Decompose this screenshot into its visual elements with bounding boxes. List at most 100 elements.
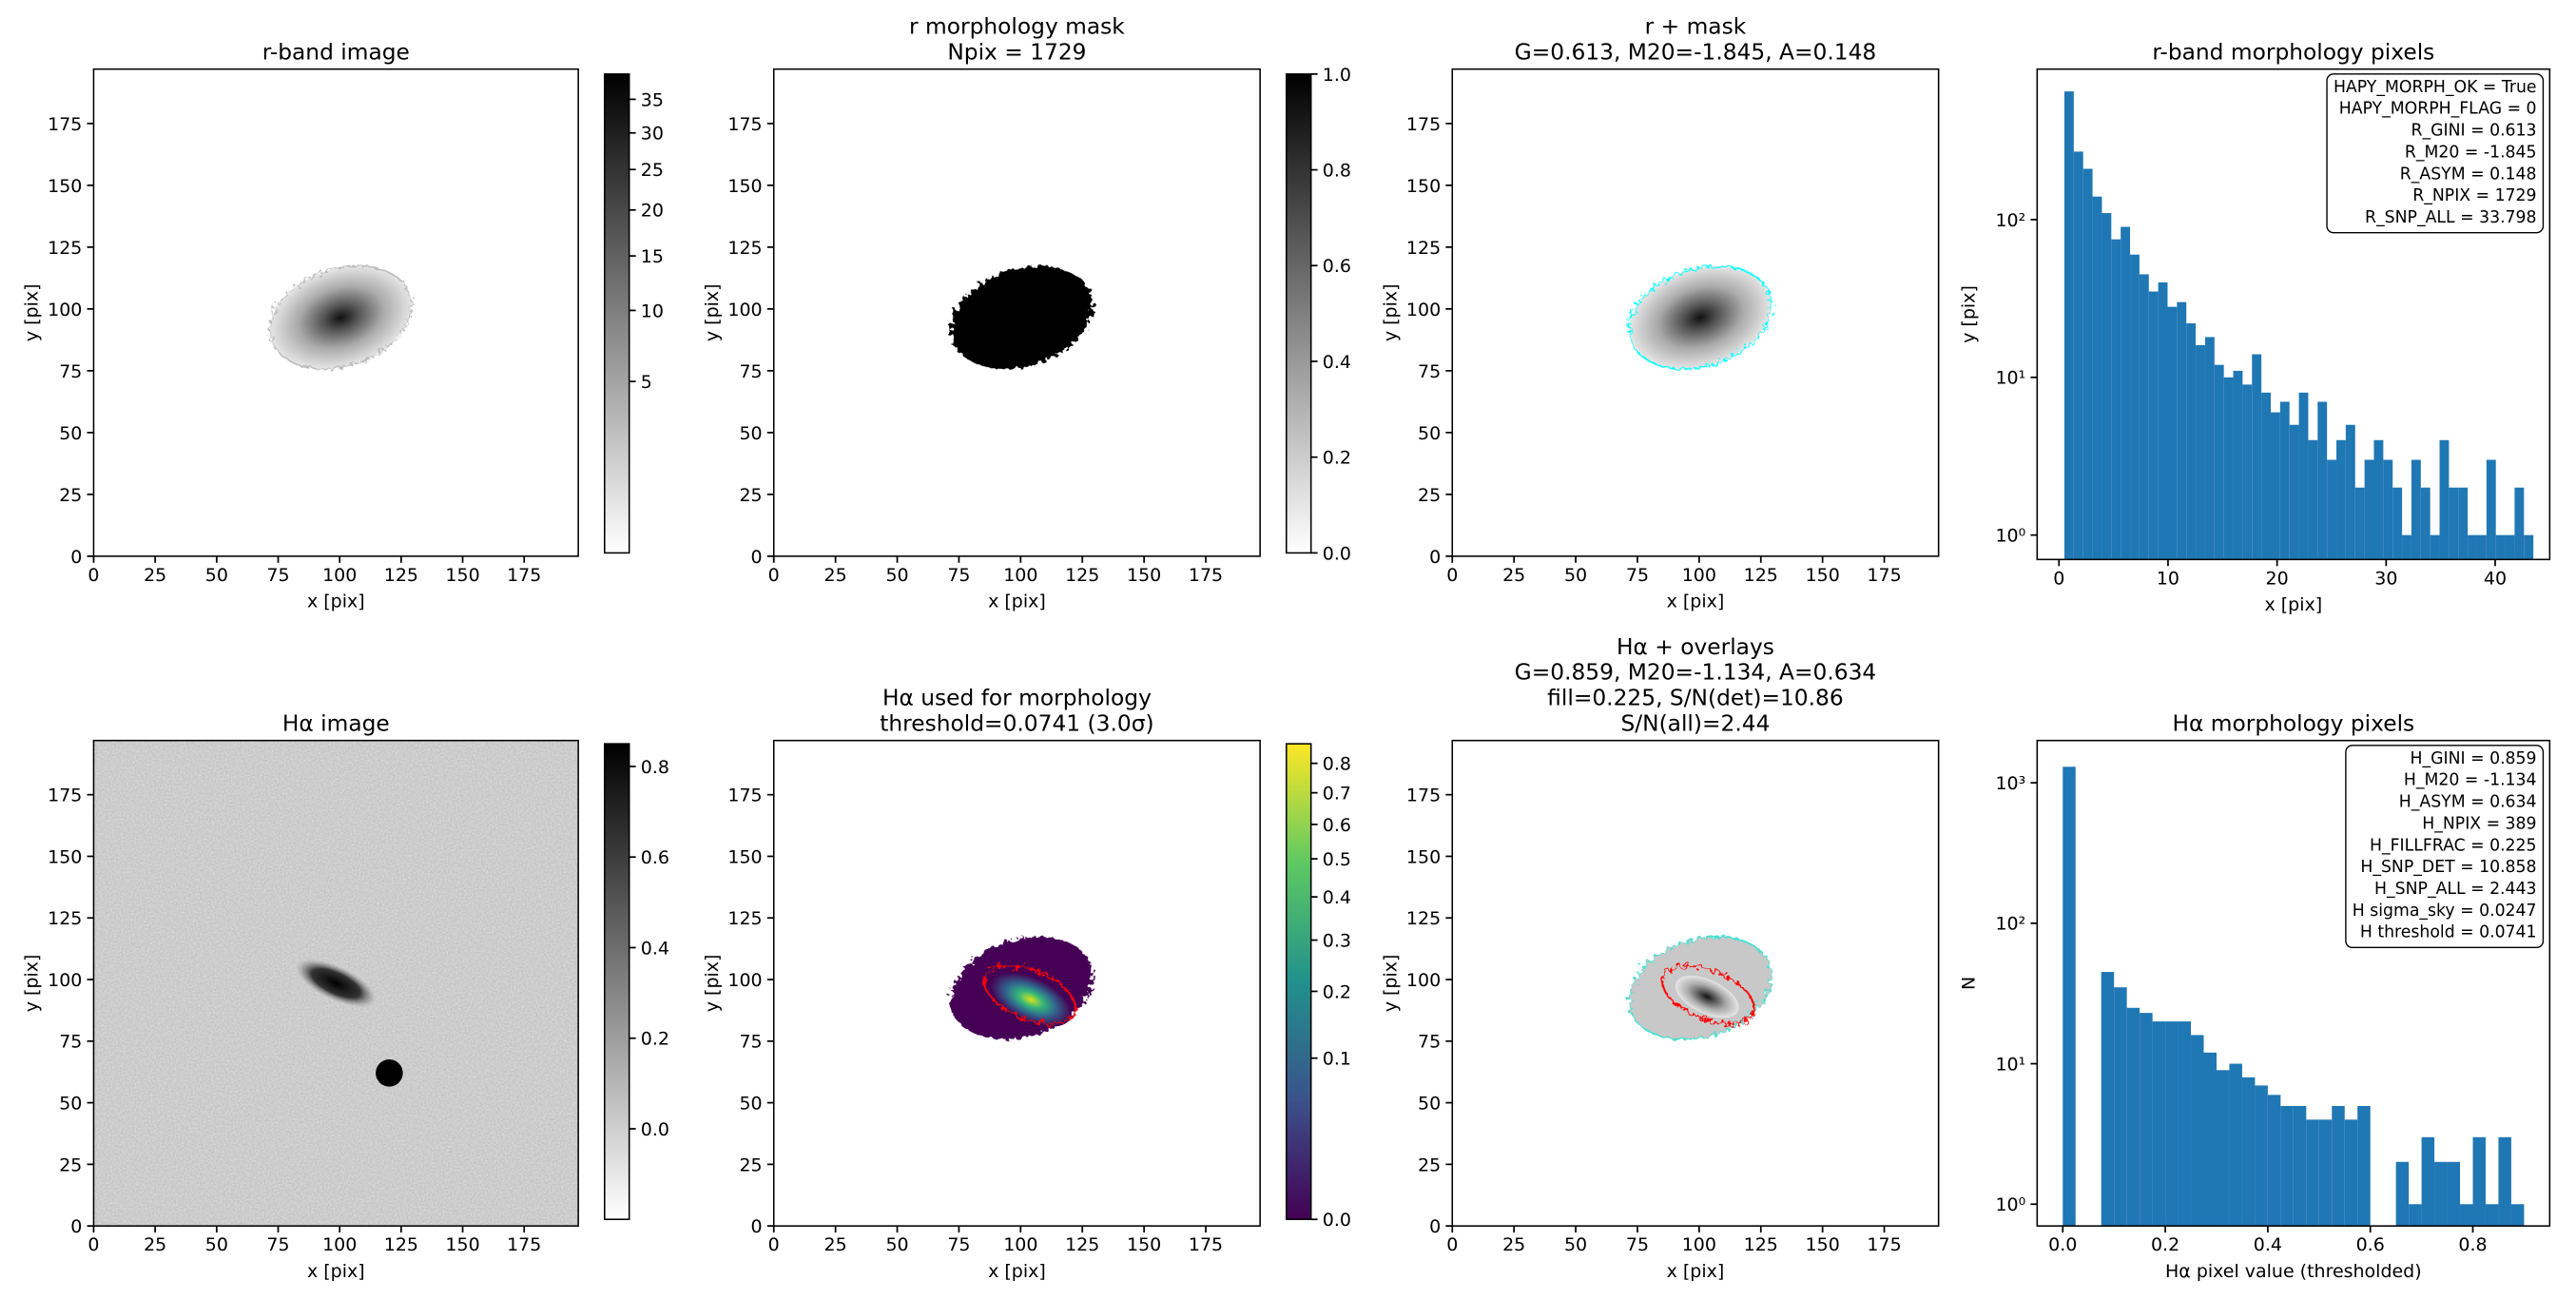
annotation-line: H_NPIX = 389	[2422, 814, 2536, 833]
chart-title: G=0.859, M20=-1.134, A=0.634	[1515, 659, 1877, 686]
x-tick-label: 75	[947, 565, 970, 586]
colorbar-tick-label: 0.7	[1323, 784, 1351, 805]
colorbar-tick-label: 0.4	[641, 938, 669, 959]
annotation-line: H threshold = 0.0741	[2360, 923, 2537, 942]
y-tick-label: 100	[48, 300, 82, 320]
galaxy	[270, 265, 412, 370]
colorbar-tick-label: 35	[641, 89, 664, 110]
colorbar-tick-label: 0.2	[1323, 981, 1351, 1002]
hist-bar	[2332, 1106, 2345, 1227]
hist-bar	[2111, 239, 2121, 560]
x-tick-label: 75	[266, 1234, 289, 1255]
y-tick-label: 150	[48, 846, 82, 867]
x-tick-label: 150	[1127, 1234, 1161, 1255]
x-tick-label: 150	[445, 1234, 479, 1255]
x-tick-label: 175	[1189, 1234, 1223, 1255]
hist-bar	[2178, 1021, 2192, 1227]
colorbar-tick-label: 0.4	[1323, 887, 1351, 908]
contour	[982, 964, 1077, 1025]
ha-star	[376, 1059, 403, 1087]
colorbar-tick-label: 0.2	[641, 1029, 669, 1050]
galaxy	[1629, 265, 1772, 370]
hist-bar	[2485, 1204, 2499, 1227]
x-axis-label: x [pix]	[1667, 1261, 1725, 1282]
x-tick-label: 0.8	[2458, 1234, 2487, 1255]
image-content	[1628, 936, 1772, 1040]
colorbar	[604, 73, 630, 554]
hist-bar	[2420, 487, 2431, 560]
hist-bar	[2354, 487, 2365, 560]
x-tick-label: 50	[205, 565, 228, 586]
hist-bar	[2233, 370, 2243, 560]
hist-bar	[2121, 226, 2131, 560]
hist-bar	[2165, 1021, 2179, 1227]
hist-bar	[2411, 459, 2421, 560]
contour	[1660, 964, 1755, 1025]
y-tick-label: 100	[48, 970, 82, 991]
x-tick-label: 125	[1744, 1234, 1778, 1255]
hist-bar	[2476, 534, 2487, 560]
axes-frame	[1451, 739, 1940, 1227]
hist-bar	[2196, 344, 2205, 560]
hist-bar	[2073, 151, 2083, 560]
annotation-line: R_NPIX = 1729	[2412, 186, 2536, 205]
colorbar-tick-label: 0.0	[1323, 543, 1351, 564]
chart-title: Hα image	[282, 709, 390, 736]
x-tick-label: 0	[1446, 565, 1458, 586]
axes-frame	[1451, 68, 1940, 557]
chart-title: threshold=0.0741 (3.0σ)	[880, 709, 1153, 736]
hist-bar	[2289, 424, 2299, 560]
colorbar-tick-label: 0.8	[641, 757, 669, 778]
annotation-line: R_GINI = 0.613	[2411, 122, 2537, 141]
x-tick-label: 175	[1189, 565, 1223, 586]
x-tick-label: 0	[2053, 568, 2064, 589]
y-tick-label: 100	[1406, 970, 1441, 991]
x-tick-label: 0	[768, 1234, 780, 1255]
hist-bar	[2204, 337, 2215, 560]
ha-core	[1675, 975, 1739, 1019]
x-tick-label: 25	[1502, 1234, 1525, 1255]
y-tick-label: 25	[1418, 485, 1441, 506]
x-axis-label: x [pix]	[988, 591, 1046, 611]
x-axis-label: Hα pixel value (thresholded)	[2165, 1261, 2422, 1282]
x-tick-label: 50	[205, 1234, 228, 1255]
hist-bar	[2317, 401, 2328, 560]
x-tick-label: 100	[322, 565, 357, 586]
annotation-line: R_M20 = -1.845	[2405, 143, 2537, 162]
y-tick-label: 175	[48, 114, 82, 135]
y-tick-label: 175	[1406, 114, 1441, 135]
colorbar-tick-label: 5	[641, 372, 652, 393]
hist-bar	[2191, 1035, 2204, 1227]
y-tick-label: 25	[1418, 1154, 1441, 1175]
hist-bar	[2279, 401, 2290, 560]
y-tick-label: 10²	[1995, 210, 2025, 231]
x-tick-label: 100	[1682, 565, 1716, 586]
annotation-box	[2326, 73, 2545, 234]
x-axis-label: x [pix]	[988, 1261, 1046, 1282]
hist-bar	[2402, 534, 2411, 560]
y-tick-label: 100	[727, 300, 762, 320]
ha-core	[990, 972, 1072, 1027]
x-tick-label: 50	[885, 1234, 908, 1255]
hist-bar	[2392, 487, 2403, 560]
hist-bar	[2158, 281, 2168, 560]
annotation-line: H sigma_sky = 0.0247	[2353, 902, 2537, 921]
y-tick-label: 25	[59, 1154, 82, 1175]
x-tick-label: 0.0	[2048, 1234, 2077, 1255]
hist-bar	[2214, 364, 2224, 560]
annotation-line: H_GINI = 0.859	[2411, 749, 2537, 768]
colorbar-tick-label: 1.0	[1323, 65, 1351, 86]
hist-bar	[2126, 1007, 2140, 1227]
y-tick-label: 125	[48, 238, 82, 259]
x-tick-label: 150	[1127, 565, 1161, 586]
hist-bar	[2449, 487, 2459, 560]
hist-bar	[2468, 534, 2477, 560]
x-axis-label: x [pix]	[1667, 591, 1725, 611]
x-tick-label: 125	[1744, 565, 1778, 586]
y-axis-label: y [pix]	[22, 283, 43, 341]
y-tick-label: 125	[727, 908, 762, 929]
x-tick-label: 0.4	[2254, 1234, 2282, 1255]
y-tick-label: 175	[727, 786, 762, 806]
hist-bar	[2252, 354, 2262, 560]
